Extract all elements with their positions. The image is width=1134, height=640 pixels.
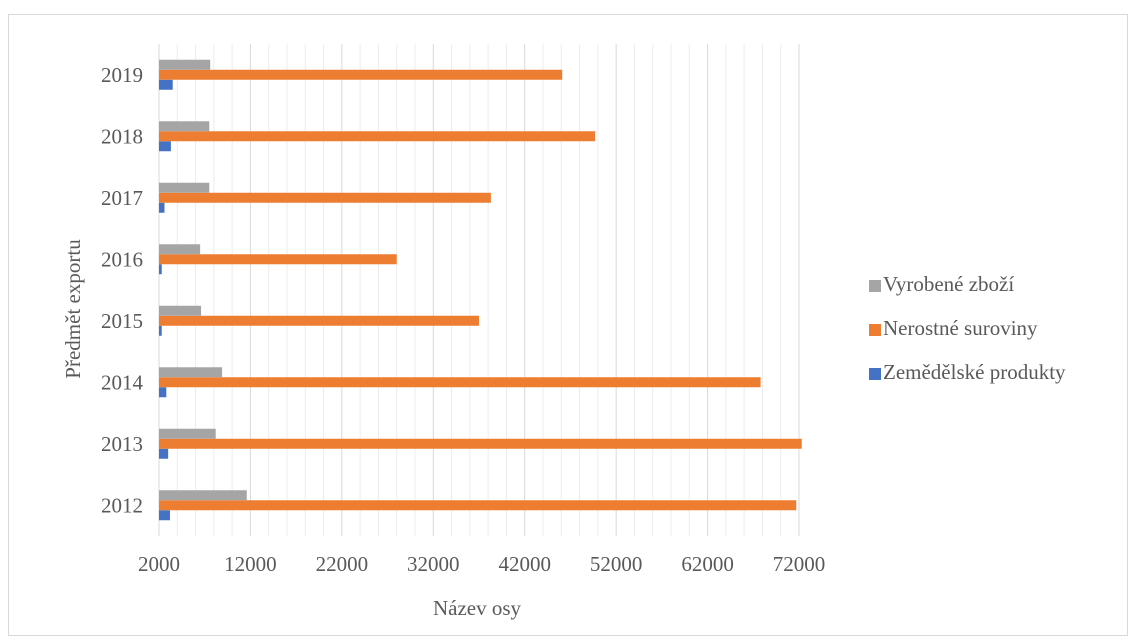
bar — [159, 490, 247, 501]
bar — [159, 387, 167, 398]
x-tick-label: 42000 — [498, 552, 551, 576]
bars — [159, 59, 802, 521]
legend-swatch — [869, 324, 881, 336]
x-tick-label: 62000 — [681, 552, 734, 576]
legend-swatch — [869, 368, 881, 380]
legend-label: Nerostné suroviny — [883, 316, 1038, 340]
bar-chart: 2000 12000 22000 32000 42000 52000 62000 72000 … — [61, 44, 1066, 620]
bar — [159, 182, 210, 193]
chart-frame: 2000 12000 22000 32000 42000 52000 62000 72000 … — [8, 14, 1128, 636]
bar — [159, 141, 171, 152]
x-tick-label: 22000 — [316, 552, 369, 576]
bar — [159, 500, 797, 511]
x-tick-labels: 2000 12000 22000 32000 42000 52000 62000 72000 — [138, 552, 825, 576]
bar — [159, 264, 162, 275]
y-tick-label: 2014 — [101, 370, 144, 394]
y-tick-label: 2016 — [101, 247, 143, 271]
bar — [159, 438, 802, 449]
y-axis-title: Předmět exportu — [61, 239, 85, 379]
bar — [159, 69, 563, 80]
legend: Vyrobené zboží Nerostné suroviny Zemědělsk… — [869, 272, 1066, 384]
legend-swatch — [869, 280, 881, 292]
y-tick-label: 2013 — [101, 432, 143, 456]
x-axis-title: Název osy — [433, 596, 522, 620]
y-tick-label: 2015 — [101, 309, 143, 333]
bar — [159, 254, 397, 265]
bar — [159, 367, 223, 378]
y-tick-label: 2018 — [101, 124, 143, 148]
x-tick-label: 32000 — [407, 552, 460, 576]
x-tick-label: 72000 — [773, 552, 826, 576]
y-tick-label: 2019 — [101, 63, 143, 87]
bar — [159, 244, 201, 255]
bar — [159, 131, 596, 142]
bar — [159, 428, 216, 439]
bar — [159, 325, 162, 336]
x-tick-label: 52000 — [590, 552, 643, 576]
bar — [159, 377, 761, 388]
bar — [159, 192, 491, 203]
y-tick-label: 2017 — [101, 186, 143, 210]
x-tick-label: 12000 — [224, 552, 277, 576]
bar — [159, 448, 169, 459]
x-tick-label: 2000 — [138, 552, 180, 576]
y-tick-labels: 2012 2013 2014 2015 2016 2017 2018 2019 — [101, 63, 144, 518]
bar — [159, 315, 479, 326]
bar — [159, 59, 211, 70]
bar — [159, 79, 173, 90]
bar — [159, 305, 202, 316]
bar — [159, 202, 165, 213]
legend-label: Zemědělské produkty — [883, 360, 1066, 384]
bar — [159, 121, 210, 132]
legend-label: Vyrobené zboží — [883, 272, 1014, 296]
bar — [159, 510, 170, 521]
y-tick-label: 2012 — [101, 493, 143, 517]
gridlines — [158, 44, 800, 536]
